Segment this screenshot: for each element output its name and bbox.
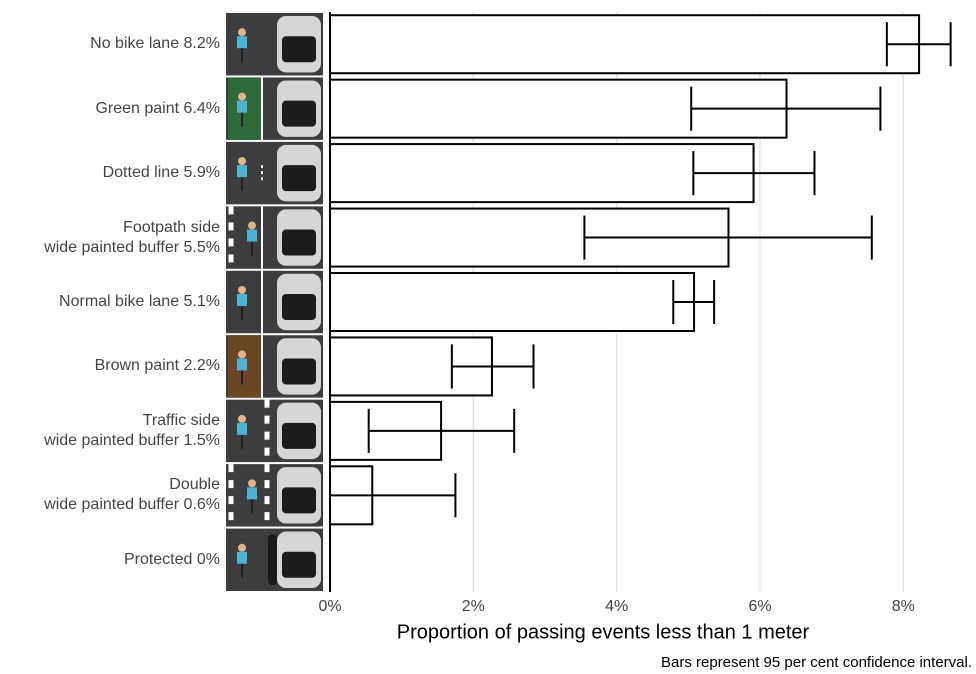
y-tick-label: Normal bike lane 5.1% xyxy=(59,293,220,310)
x-tick-label: 8% xyxy=(892,598,915,615)
icon-car-roof xyxy=(282,551,316,578)
bar xyxy=(329,272,696,332)
y-tick-label: No bike lane 8.2% xyxy=(90,35,220,53)
icon-rider xyxy=(247,229,257,242)
icon-barrier xyxy=(268,534,277,585)
icon-rider xyxy=(238,28,246,37)
icon-car-roof xyxy=(282,100,316,127)
icon-car-roof xyxy=(282,165,316,192)
icon-rider xyxy=(237,551,247,564)
y-tick-label: Green paint 6.4% xyxy=(95,99,220,117)
x-tick-label: 4% xyxy=(605,598,628,615)
icon-rider xyxy=(238,286,246,294)
icon-rider xyxy=(248,221,256,230)
icon-rider xyxy=(238,157,246,166)
y-tick-label: Dotted line 5.9% xyxy=(102,164,220,182)
bar xyxy=(329,14,921,75)
error-bar xyxy=(583,215,873,260)
icon-rider xyxy=(238,350,246,359)
error-bar xyxy=(450,344,535,389)
x-tick-label: 6% xyxy=(748,598,771,615)
x-tick-label: 2% xyxy=(462,598,485,615)
icon-car-roof xyxy=(282,294,316,320)
icon-rider xyxy=(238,414,246,423)
icon-car-roof xyxy=(282,229,316,256)
icon-rider xyxy=(237,36,247,49)
y-tick-label: Footpath side wide painted buffer 5.5% xyxy=(44,218,220,256)
icon-rider xyxy=(237,165,247,178)
icon-rider xyxy=(238,543,246,552)
x-tick-label: 0% xyxy=(318,598,341,615)
icon-car-roof xyxy=(282,422,316,449)
error-bar xyxy=(692,151,816,196)
icon-rider xyxy=(237,100,247,113)
icon-rider xyxy=(237,294,247,306)
y-tick-label: Brown paint 2.2% xyxy=(94,357,220,375)
icon-car-roof xyxy=(282,487,316,514)
icon-car-roof xyxy=(282,358,316,385)
caption: Bars represent 95 per cent confidence in… xyxy=(661,654,972,671)
icon-car-roof xyxy=(282,36,316,63)
icon-rider xyxy=(248,479,256,488)
y-tick-label: Traffic side wide painted buffer 1.5% xyxy=(44,411,220,449)
bar xyxy=(329,143,755,204)
error-bar xyxy=(672,279,716,325)
icon-rider xyxy=(238,92,246,101)
icon-rider xyxy=(247,487,257,500)
error-bar xyxy=(367,408,516,453)
y-tick-label: Protected 0% xyxy=(123,550,220,568)
y-tick-label: Double wide painted buffer 0.6% xyxy=(44,476,220,514)
x-axis-title: Proportion of passing events less than 1… xyxy=(397,621,810,643)
icon-rider xyxy=(237,358,247,371)
error-bar xyxy=(885,22,952,67)
error-bar xyxy=(690,86,882,131)
icon-rider xyxy=(237,422,247,435)
